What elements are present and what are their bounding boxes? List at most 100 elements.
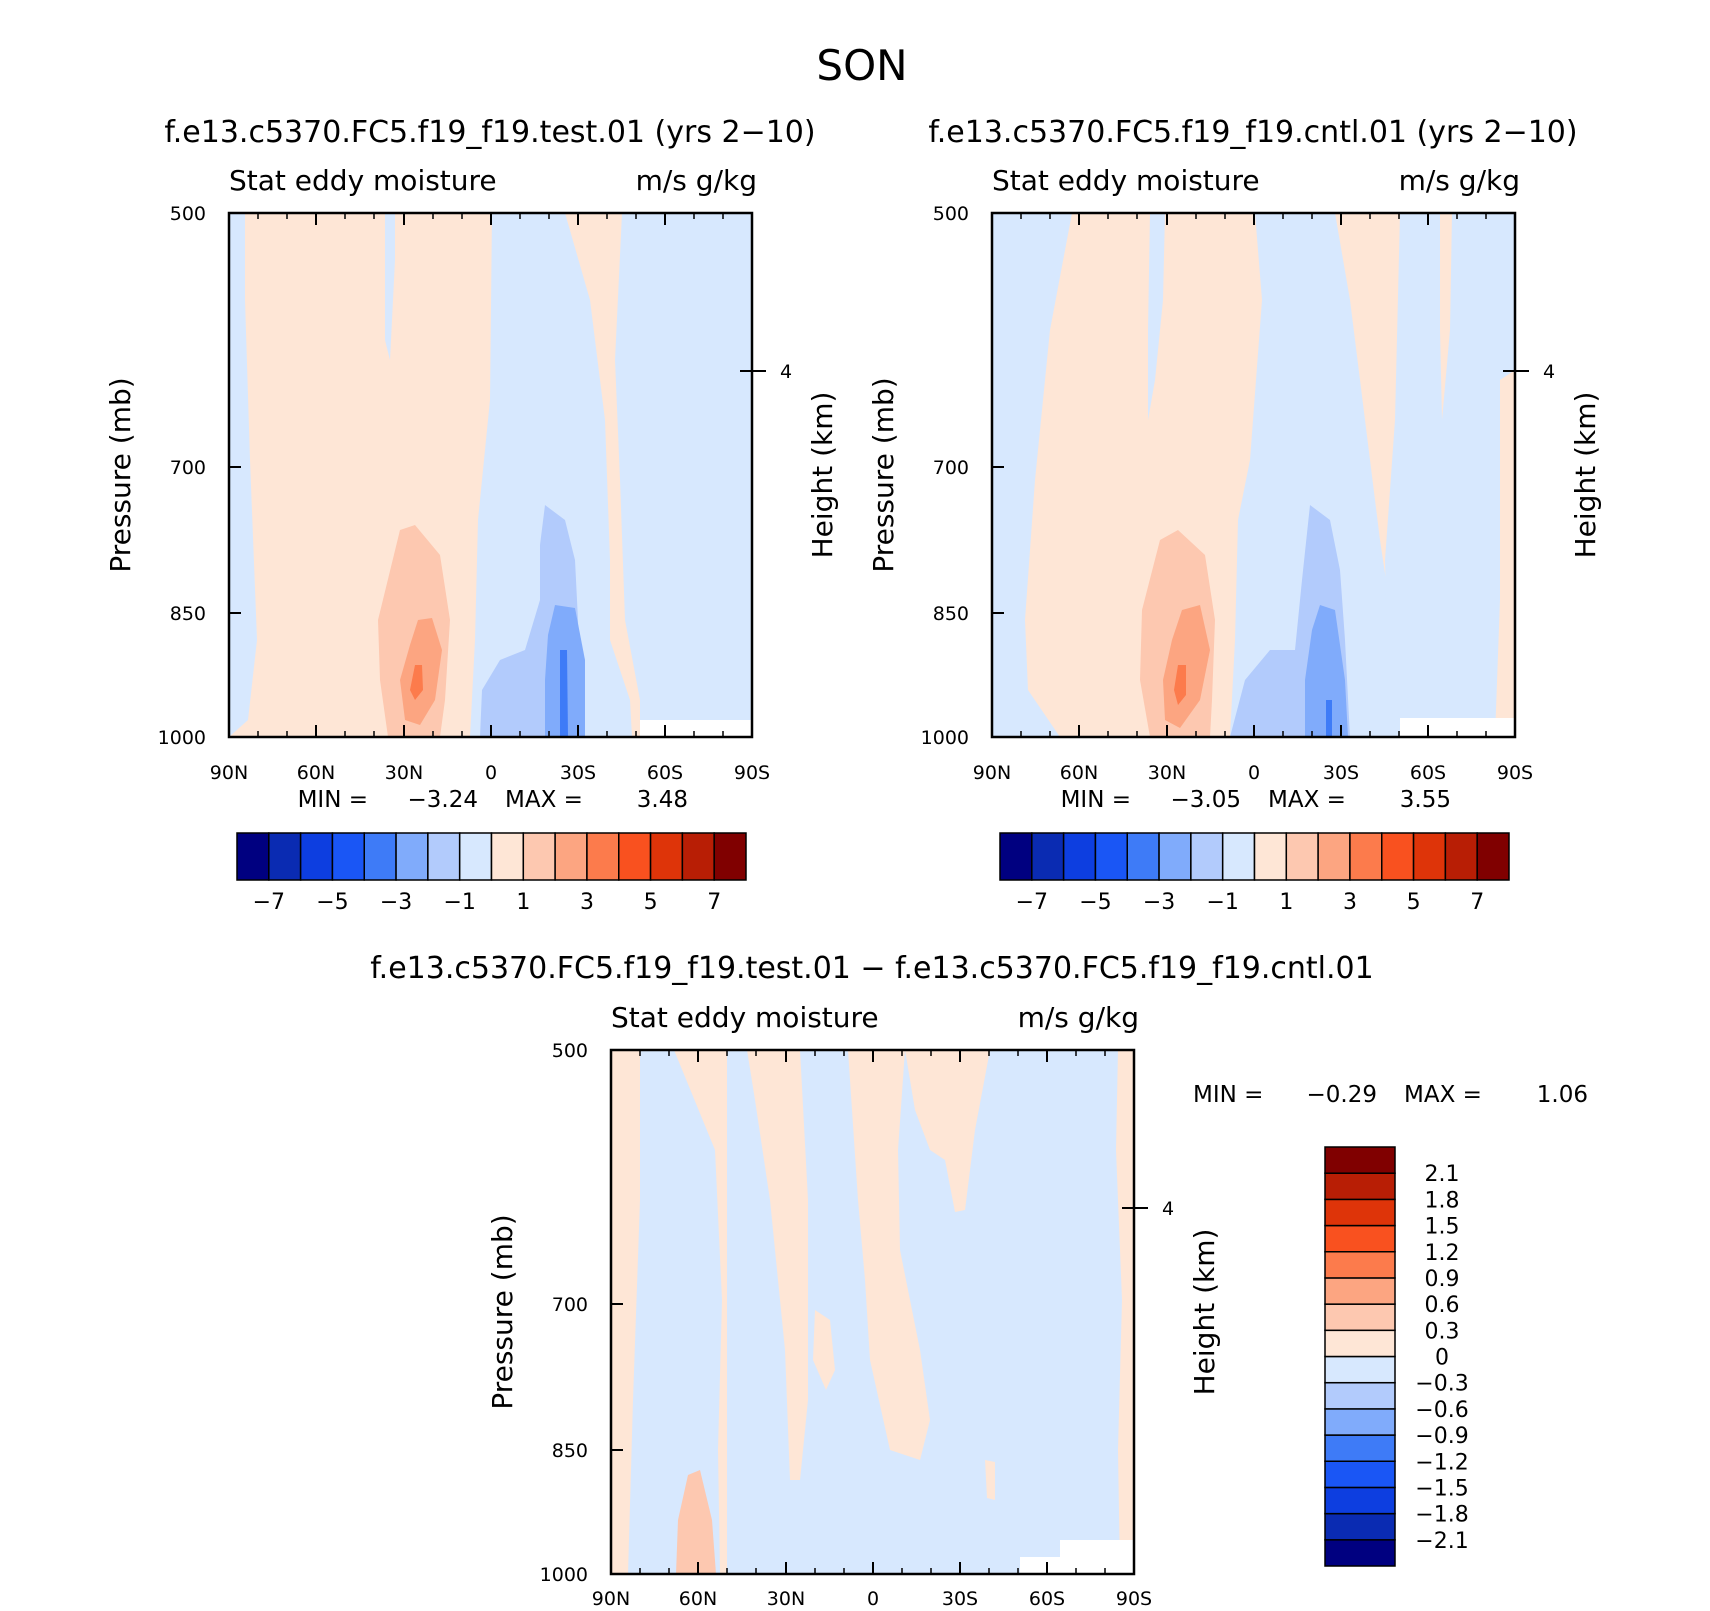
xtick-label: 30S xyxy=(1323,762,1359,784)
panel-test-units: m/s g/kg xyxy=(636,164,757,197)
colorbar-swatch xyxy=(299,832,334,881)
colorbar-swatch xyxy=(1158,832,1192,881)
ytick-label: 500 xyxy=(933,203,969,225)
contour-band-neg-2 xyxy=(1305,605,1348,737)
contour-band-pos-0 xyxy=(905,1050,990,1212)
xtick-label: 60S xyxy=(1029,1588,1065,1610)
contour-band-neg-0 xyxy=(385,213,395,360)
xtick-label: 30N xyxy=(1148,762,1186,784)
max-value: 3.48 xyxy=(637,787,688,813)
colorbar-swatch xyxy=(999,832,1033,881)
colorbar-label: 3 xyxy=(1343,890,1357,915)
colorbar-swatch xyxy=(395,832,429,881)
contour-band-neg-0 xyxy=(992,213,1072,737)
colorbar-swatch xyxy=(681,832,715,881)
xtick-label: 0 xyxy=(485,762,497,784)
colorbar-swatch xyxy=(1476,832,1510,881)
colorbar-label: −3 xyxy=(380,890,412,915)
colorbar-label: 5 xyxy=(1407,890,1421,915)
colorbar-swatch xyxy=(1324,1512,1396,1541)
min-label: MIN = xyxy=(1061,787,1131,813)
contour-band-pos-2 xyxy=(1163,605,1210,728)
max-label: MAX = xyxy=(505,787,583,813)
panel-cntl-left-label: Stat eddy moisture xyxy=(992,164,1260,197)
contour-band-neg-0 xyxy=(1148,213,1165,420)
contour-band-pos-0 xyxy=(985,1460,995,1500)
ytick-label: 700 xyxy=(933,457,969,479)
panel-diff-title: f.e13.c5370.FC5.f19_f19.test.01 − f.e13.… xyxy=(370,951,1373,986)
colorbar-swatch xyxy=(649,832,684,881)
min-label: MIN = xyxy=(1193,1082,1263,1108)
panel-test-axis-ticks xyxy=(228,212,766,738)
xtick-label: 30N xyxy=(385,762,423,784)
colorbar-swatch xyxy=(618,832,652,881)
colorbar-swatch xyxy=(1324,1198,1396,1227)
colorbar-label: 0.6 xyxy=(1425,1293,1460,1318)
contour-band-neg-0 xyxy=(1230,213,1400,737)
colorbar-swatch xyxy=(1221,832,1256,881)
xtick-label: 90N xyxy=(592,1588,630,1610)
xtick-label: 30S xyxy=(942,1588,978,1610)
colorbar-swatch xyxy=(1324,1277,1396,1305)
colorbar-swatch xyxy=(586,832,620,881)
colorbar-label: 1.8 xyxy=(1425,1188,1460,1213)
ytick-label: 500 xyxy=(170,203,206,225)
panel-diff-axis-ticks xyxy=(610,1049,1148,1575)
colorbar-label: 7 xyxy=(707,890,721,915)
colorbar-label: 7 xyxy=(1470,890,1484,915)
colorbar-swatch xyxy=(1253,832,1288,881)
colorbar-swatch xyxy=(1317,832,1351,881)
max-label: MAX = xyxy=(1404,1082,1482,1108)
colorbar-label: −5 xyxy=(316,890,348,915)
contour-band-neg-3 xyxy=(560,650,568,737)
panel-diff-units: m/s g/kg xyxy=(1018,1001,1139,1034)
xtick-label: 30S xyxy=(560,762,596,784)
colorbar-label: −1.2 xyxy=(1415,1450,1468,1475)
xtick-label: 60N xyxy=(1060,762,1098,784)
colorbar-swatch xyxy=(1324,1355,1396,1384)
xtick-label: 90S xyxy=(1497,762,1533,784)
colorbar-swatch xyxy=(268,832,302,881)
xtick-label: 60S xyxy=(647,762,683,784)
missing-data xyxy=(640,720,752,737)
colorbar-label: 1 xyxy=(1279,890,1293,915)
colorbar-swatch xyxy=(1324,1434,1396,1462)
panel-diff-left-label: Stat eddy moisture xyxy=(611,1001,879,1034)
xtick-label: 60S xyxy=(1410,762,1446,784)
colorbar-label: 0 xyxy=(1435,1346,1449,1371)
ylabel-right: Height (km) xyxy=(806,392,839,559)
colorbar-swatch xyxy=(1031,832,1065,881)
ytick-right-label: 4 xyxy=(1162,1198,1174,1220)
panel-cntl-title: f.e13.c5370.FC5.f19_f19.cntl.01 (yrs 2−1… xyxy=(928,115,1577,150)
ylabel-right: Height (km) xyxy=(1188,1229,1221,1396)
min-label: MIN = xyxy=(298,787,368,813)
colorbar-swatch xyxy=(1324,1486,1396,1515)
colorbar-cntl: −7 −5 −3 −1 1 3 5 7 xyxy=(999,832,1510,915)
colorbar-label: −1 xyxy=(1206,890,1238,915)
colorbar-swatch xyxy=(1324,1146,1396,1174)
colorbar-label: 3 xyxy=(580,890,594,915)
colorbar-label: −0.9 xyxy=(1415,1424,1468,1449)
colorbar-swatch xyxy=(1324,1408,1396,1436)
panel-test-title: f.e13.c5370.FC5.f19_f19.test.01 (yrs 2−1… xyxy=(164,115,815,150)
colorbar-swatch xyxy=(236,832,270,881)
colorbar-swatch xyxy=(554,832,588,881)
panel-cntl-axis-ticks xyxy=(991,212,1529,738)
panel-test-left-label: Stat eddy moisture xyxy=(229,164,497,197)
max-value: 1.06 xyxy=(1537,1082,1588,1108)
contour-band-pos-0 xyxy=(813,1310,835,1390)
ytick-label: 1000 xyxy=(921,727,969,749)
colorbar-label: 5 xyxy=(644,890,658,915)
ytick-label: 850 xyxy=(933,603,969,625)
colorbar-swatch xyxy=(427,832,461,881)
panel-test: f.e13.c5370.FC5.f19_f19.test.01 (yrs 2−1… xyxy=(104,115,839,915)
colorbar-swatch xyxy=(490,832,525,881)
colorbar-swatch xyxy=(363,832,397,881)
colorbar-label: 1 xyxy=(516,890,530,915)
xtick-label: 30N xyxy=(767,1588,805,1610)
contour-band-neg-0 xyxy=(1385,213,1515,737)
colorbar-swatch xyxy=(1412,832,1447,881)
xtick-label: 90S xyxy=(734,762,770,784)
colorbar-swatch xyxy=(1381,832,1415,881)
